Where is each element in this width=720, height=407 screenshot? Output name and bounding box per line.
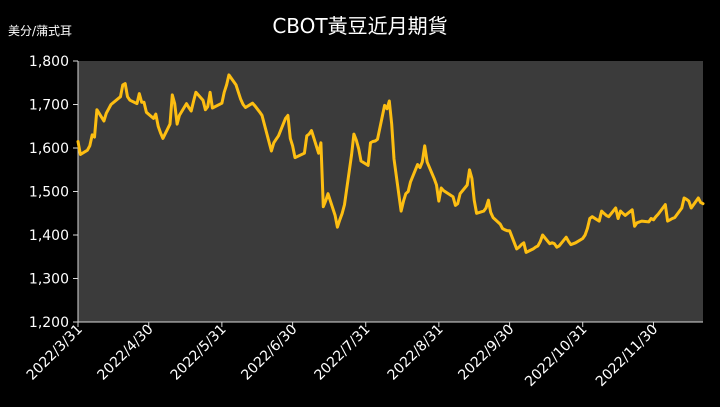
x-tick-label: 2022/11/30 <box>593 322 661 390</box>
x-tick-label: 2022/5/31 <box>168 322 230 384</box>
x-tick-label: 2022/4/30 <box>95 322 157 384</box>
y-tick-label: 1,400 <box>29 228 69 244</box>
price-series-line <box>76 73 705 254</box>
x-tick-label: 2022/6/30 <box>238 322 300 384</box>
y-tick-label: 1,800 <box>29 54 69 70</box>
y-axis-unit-label: 美分/蒲式耳 <box>8 24 73 38</box>
y-tick-label: 1,300 <box>29 272 69 288</box>
x-tick-label: 2022/9/30 <box>455 322 517 384</box>
x-tick-label: 2022/7/31 <box>311 322 373 384</box>
y-tick-label: 1,500 <box>29 185 69 201</box>
x-tick-label: 2022/10/31 <box>522 322 590 390</box>
x-tick-label: 2022/8/31 <box>385 322 447 384</box>
x-tick-group: 2022/3/31 2022/4/30 2022/5/31 2022/6/30 2022… <box>24 322 662 390</box>
y-tick-group: 1,200 1,300 1,400 1,500 1,600 1,700 1,800 <box>29 54 78 331</box>
y-tick-label: 1,600 <box>29 141 69 157</box>
chart-title: CBOT黃豆近月期貨 <box>272 14 448 38</box>
y-tick-label: 1,700 <box>29 98 69 114</box>
y-tick-label: 1,200 <box>29 315 69 331</box>
